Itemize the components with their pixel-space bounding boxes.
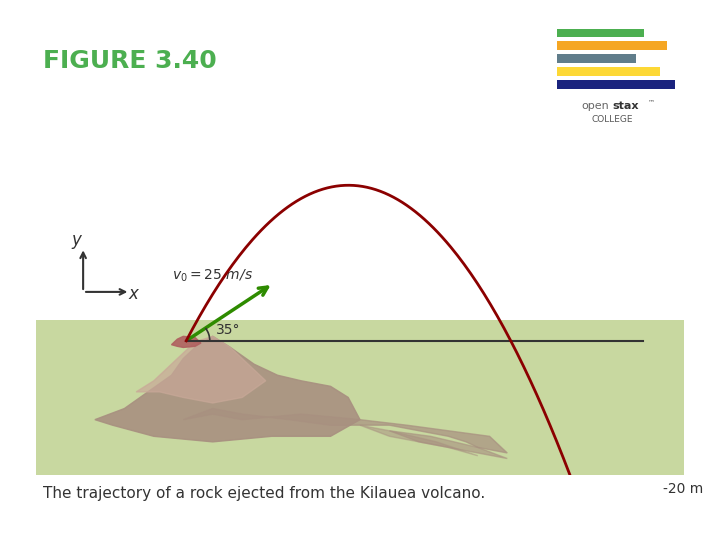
- Text: ™: ™: [649, 99, 655, 105]
- Text: COLLEGE: COLLEGE: [591, 115, 633, 124]
- Bar: [557, 42, 667, 50]
- Text: x: x: [128, 285, 138, 302]
- Text: -20 m: -20 m: [663, 482, 703, 496]
- Text: stax: stax: [612, 101, 639, 111]
- Bar: [557, 29, 644, 37]
- Polygon shape: [360, 425, 478, 456]
- Polygon shape: [136, 336, 266, 403]
- Polygon shape: [95, 336, 360, 442]
- Text: The trajectory of a rock ejected from the Kilauea volcano.: The trajectory of a rock ejected from th…: [43, 486, 485, 501]
- Polygon shape: [171, 336, 201, 347]
- Bar: [557, 68, 660, 76]
- Bar: [557, 55, 636, 63]
- Text: FIGURE 3.40: FIGURE 3.40: [43, 49, 217, 72]
- Text: y: y: [71, 231, 81, 249]
- Bar: [36, 320, 684, 475]
- Text: 35°: 35°: [216, 322, 240, 336]
- Polygon shape: [184, 409, 508, 453]
- Text: open: open: [581, 101, 609, 111]
- Polygon shape: [390, 431, 508, 458]
- Bar: [557, 80, 675, 89]
- Text: $v_0 = 25$ m/s: $v_0 = 25$ m/s: [172, 267, 253, 284]
